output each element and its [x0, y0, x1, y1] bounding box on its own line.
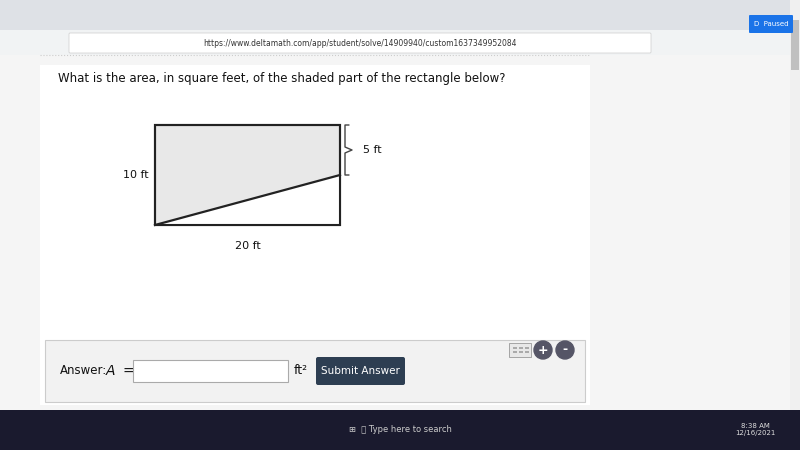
Bar: [155, 125, 340, 225]
Bar: [40, 65, 590, 405]
FancyBboxPatch shape: [316, 357, 405, 385]
Text: 8:38 AM
12/16/2021: 8:38 AM 12/16/2021: [735, 423, 775, 436]
Text: 10 ft: 10 ft: [123, 170, 149, 180]
FancyBboxPatch shape: [509, 343, 531, 357]
Bar: [0, 410, 800, 450]
Text: 20 ft: 20 ft: [234, 241, 260, 251]
Text: 5 ft: 5 ft: [363, 145, 382, 155]
FancyBboxPatch shape: [69, 33, 651, 53]
Text: Submit Answer: Submit Answer: [321, 366, 400, 376]
Text: $A\ =$: $A\ =$: [105, 364, 134, 378]
Circle shape: [534, 341, 552, 359]
Polygon shape: [155, 175, 340, 225]
Text: D  Paused: D Paused: [754, 21, 788, 27]
Bar: [513, 351, 517, 353]
Bar: [519, 351, 523, 353]
Bar: [525, 351, 529, 353]
Text: -: -: [562, 343, 567, 356]
Text: ft²: ft²: [294, 364, 308, 378]
Bar: [0, 0, 800, 30]
FancyBboxPatch shape: [749, 15, 793, 33]
Bar: [791, 20, 799, 70]
Text: https://www.deltamath.com/app/student/solve/14909940/custom1637349952084: https://www.deltamath.com/app/student/so…: [203, 39, 517, 48]
Bar: [513, 346, 517, 349]
Text: +: +: [538, 343, 548, 356]
Text: ⊞  🔍 Type here to search: ⊞ 🔍 Type here to search: [349, 426, 451, 435]
Text: Answer:: Answer:: [60, 364, 107, 378]
FancyBboxPatch shape: [45, 340, 585, 402]
Bar: [133, 360, 288, 382]
Bar: [525, 346, 529, 349]
Bar: [155, 125, 340, 225]
Bar: [0, 30, 800, 55]
Text: What is the area, in square feet, of the shaded part of the rectangle below?: What is the area, in square feet, of the…: [58, 72, 506, 85]
Bar: [519, 346, 523, 349]
Bar: [790, 0, 800, 410]
Circle shape: [556, 341, 574, 359]
